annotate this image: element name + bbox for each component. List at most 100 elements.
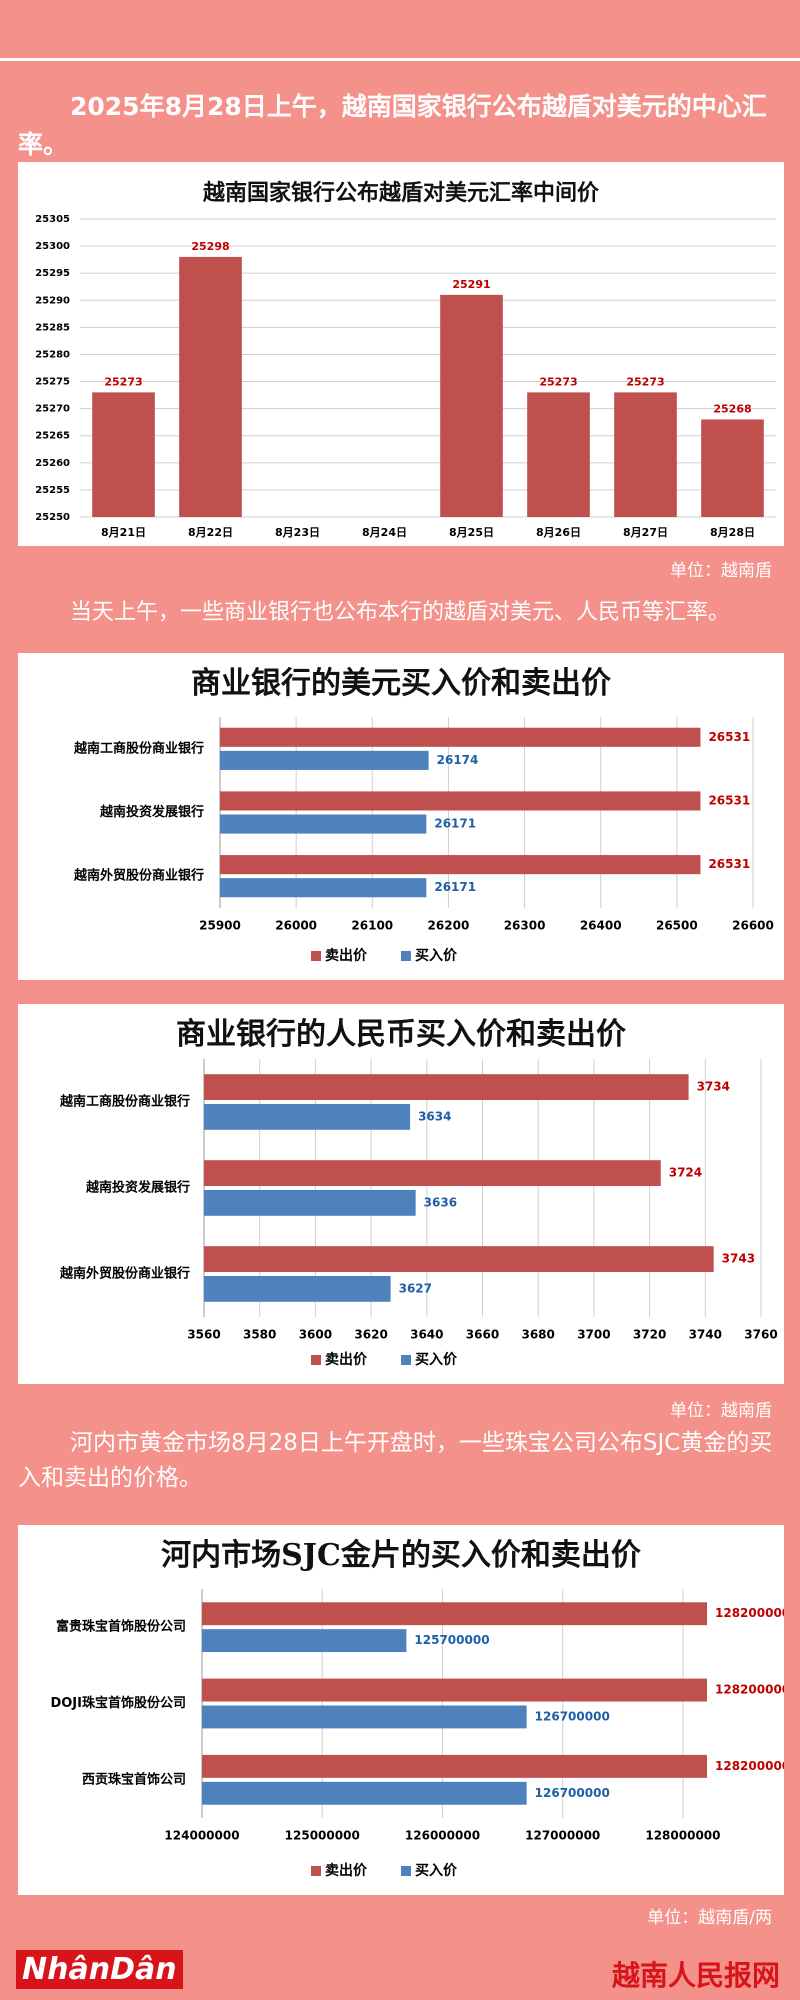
x-tick-label: 3740 <box>689 1328 722 1342</box>
chart: 河内市场SJC金片的买入价和卖出价 124000000 125000000 12600… <box>18 1525 784 1895</box>
x-tick-label: 3560 <box>187 1328 220 1342</box>
y-tick-label: 越南外贸股份商业银行 <box>73 868 204 884</box>
y-tick-label: 25300 <box>35 241 70 252</box>
legend-swatch <box>401 951 411 961</box>
y-tick-label: 25255 <box>35 485 70 496</box>
y-tick-label: 越南工商股份商业银行 <box>59 1094 190 1110</box>
data-label: 3636 <box>424 1195 457 1209</box>
data-label: 3743 <box>722 1252 755 1266</box>
legend-swatch <box>311 951 321 961</box>
bar <box>202 1678 707 1702</box>
data-label: 125700000 <box>414 1633 489 1647</box>
y-tick-label: 25290 <box>35 295 70 306</box>
unit-note: 单位：越南盾/两 <box>647 1908 772 1928</box>
bar <box>204 1246 714 1272</box>
bar <box>701 419 764 517</box>
data-label: 3634 <box>418 1109 451 1123</box>
legend-label: 买入价 <box>415 1352 458 1368</box>
y-tick-label: 25250 <box>35 512 70 523</box>
x-tick-label: 3660 <box>466 1328 499 1342</box>
y-tick-label: 越南投资发展银行 <box>99 804 204 820</box>
paragraph: 河内市黄金市场8月28日上午开盘时，一些珠宝公司公布SJC黄金的买入和卖出的价格… <box>18 1430 773 1491</box>
bar <box>202 1705 527 1729</box>
data-label: 3734 <box>697 1080 730 1094</box>
chart: 越南国家银行公布越盾对美元汇率中间价 25250 25255 25260 25265 25… <box>18 162 784 546</box>
bar <box>204 1190 416 1216</box>
data-label: 126700000 <box>535 1709 610 1723</box>
data-label: 26171 <box>434 817 476 831</box>
x-tick-label: 26200 <box>428 919 470 933</box>
bar <box>614 392 677 517</box>
paragraph: 当天上午，一些商业银行也公布本行的越盾对美元、人民币等汇率。 <box>70 600 731 625</box>
x-tick-label: 125000000 <box>285 1829 360 1843</box>
data-label: 25273 <box>104 375 142 388</box>
data-label: 3627 <box>399 1281 432 1295</box>
x-tick-label: 8月26日 <box>536 526 581 539</box>
y-tick-label: 越南外贸股份商业银行 <box>59 1266 190 1282</box>
x-tick-label: 128000000 <box>645 1829 720 1843</box>
data-label: 126700000 <box>535 1786 610 1800</box>
chart: 商业银行的人民币买入价和卖出价 3560 3580 3600 3620 3640 3660 3… <box>18 1004 784 1384</box>
bar <box>179 256 242 517</box>
bar <box>440 294 503 517</box>
legend-swatch <box>401 1866 411 1876</box>
bar <box>204 1074 689 1100</box>
data-label: 26171 <box>434 880 476 894</box>
x-tick-label: 3580 <box>243 1328 276 1342</box>
bar <box>204 1104 411 1130</box>
legend-label: 买入价 <box>415 948 458 964</box>
site-name: 越南人民报网 <box>611 1959 780 1992</box>
unit-note: 单位：越南盾 <box>670 561 772 581</box>
chart-title: 商业银行的人民币买入价和卖出价 <box>176 1017 626 1052</box>
x-tick-label: 8月28日 <box>710 526 755 539</box>
data-label: 25273 <box>626 375 664 388</box>
x-tick-label: 8月23日 <box>275 526 320 539</box>
x-tick-label: 26000 <box>275 919 317 933</box>
y-tick-label: 越南工商股份商业银行 <box>73 740 204 756</box>
y-tick-label: 25285 <box>35 322 70 333</box>
unit-note: 单位：越南盾 <box>670 1401 772 1421</box>
x-tick-label: 8月27日 <box>623 526 668 539</box>
data-label: 25268 <box>713 402 751 415</box>
bar <box>202 1781 527 1805</box>
bar <box>204 1276 391 1302</box>
x-tick-label: 3620 <box>354 1328 387 1342</box>
chart-title: 商业银行的美元买入价和卖出价 <box>191 666 611 701</box>
x-tick-label: 3640 <box>410 1328 443 1342</box>
y-tick-label: 西贡珠宝首饰公司 <box>82 1771 186 1787</box>
legend-swatch <box>311 1866 321 1876</box>
x-tick-label: 26100 <box>351 919 393 933</box>
bar <box>220 878 427 898</box>
y-tick-label: 25260 <box>35 458 70 469</box>
x-tick-label: 8月21日 <box>101 526 146 539</box>
bar <box>202 1754 707 1778</box>
bar <box>202 1602 707 1626</box>
x-tick-label: 3700 <box>577 1328 610 1342</box>
x-tick-label: 8月25日 <box>449 526 494 539</box>
data-label: 25273 <box>539 375 577 388</box>
data-label: 26531 <box>708 857 750 871</box>
chart: 商业银行的美元买入价和卖出价 25900 26000 26100 26200 26300 2… <box>18 653 784 980</box>
legend-label: 卖出价 <box>325 1351 368 1368</box>
x-tick-label: 26600 <box>732 919 774 933</box>
y-tick-label: 25265 <box>35 431 70 442</box>
bar <box>202 1629 407 1653</box>
data-label: 128200000 <box>715 1683 784 1697</box>
x-tick-label: 3760 <box>744 1328 777 1342</box>
x-tick-label: 127000000 <box>525 1829 600 1843</box>
legend-label: 买入价 <box>415 1863 458 1879</box>
data-label: 26531 <box>708 793 750 807</box>
data-label: 26531 <box>708 730 750 744</box>
legend-swatch <box>311 1355 321 1365</box>
x-tick-label: 3600 <box>299 1328 332 1342</box>
x-tick-label: 8月22日 <box>188 526 233 539</box>
bar <box>220 750 429 770</box>
paragraph: 2025年8月28日上午，越南国家银行公布越盾对美元的中心汇率。 <box>18 92 767 159</box>
y-tick-label: 25275 <box>35 377 70 388</box>
x-tick-label: 26500 <box>656 919 698 933</box>
bar <box>527 392 590 517</box>
x-tick-label: 8月24日 <box>362 526 407 539</box>
x-tick-label: 25900 <box>199 919 241 933</box>
y-tick-label: DOJI珠宝首饰股份公司 <box>50 1695 186 1711</box>
